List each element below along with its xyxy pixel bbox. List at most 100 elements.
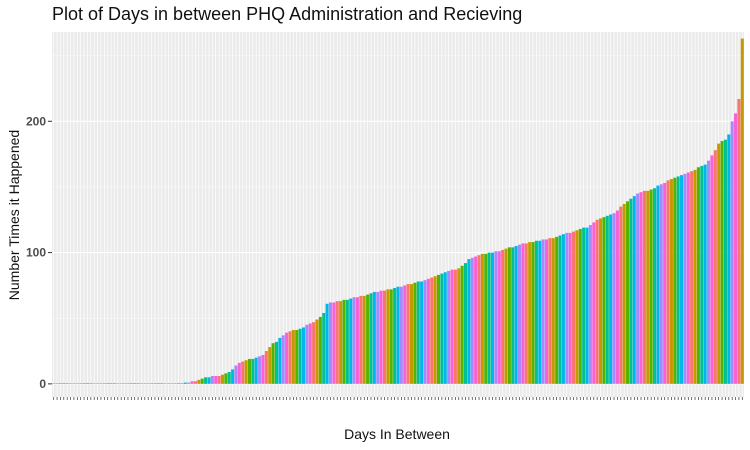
bar bbox=[534, 240, 538, 384]
bar bbox=[58, 383, 62, 384]
bar bbox=[555, 236, 559, 384]
bar bbox=[190, 381, 194, 384]
bar bbox=[690, 171, 694, 384]
bar bbox=[129, 383, 133, 384]
bar bbox=[673, 177, 677, 384]
bar bbox=[264, 351, 268, 384]
bar bbox=[450, 269, 454, 384]
bar bbox=[271, 343, 275, 384]
bar bbox=[200, 378, 204, 384]
bar bbox=[659, 184, 663, 384]
bar bbox=[399, 286, 403, 384]
bar bbox=[622, 203, 626, 384]
bar bbox=[474, 256, 478, 384]
y-tick-label: 200 bbox=[26, 114, 46, 128]
bar bbox=[382, 290, 387, 384]
bar bbox=[281, 335, 285, 384]
bar bbox=[146, 383, 150, 384]
bar bbox=[443, 272, 447, 384]
bar bbox=[99, 383, 103, 384]
bar bbox=[92, 383, 96, 384]
bar bbox=[433, 276, 437, 384]
bar bbox=[241, 361, 245, 384]
bar bbox=[723, 139, 727, 384]
bar bbox=[409, 284, 414, 384]
bar bbox=[139, 383, 143, 384]
bar bbox=[318, 316, 322, 384]
bar bbox=[457, 268, 461, 384]
bar bbox=[420, 281, 424, 384]
bar bbox=[366, 294, 370, 384]
bar bbox=[609, 214, 613, 384]
bar bbox=[514, 246, 518, 384]
x-axis-ticks bbox=[53, 397, 743, 400]
bar bbox=[389, 289, 393, 384]
bar bbox=[204, 377, 208, 384]
bar bbox=[707, 160, 711, 384]
bar bbox=[531, 242, 535, 384]
chart-title: Plot of Days in between PHQ Administrati… bbox=[52, 4, 523, 24]
bar bbox=[406, 284, 410, 384]
bar bbox=[136, 383, 140, 384]
bar bbox=[177, 383, 181, 384]
bar bbox=[214, 375, 218, 384]
bar bbox=[237, 362, 241, 384]
bar bbox=[288, 331, 292, 384]
bar bbox=[234, 365, 238, 384]
bar bbox=[548, 238, 552, 384]
bar bbox=[507, 247, 511, 384]
bar bbox=[79, 383, 83, 384]
bar bbox=[730, 121, 734, 384]
bar bbox=[183, 382, 187, 384]
bar bbox=[558, 235, 562, 384]
bar bbox=[666, 180, 670, 384]
bar bbox=[322, 312, 326, 384]
bar bbox=[568, 232, 572, 384]
bar bbox=[295, 330, 299, 384]
bar bbox=[335, 301, 339, 384]
bar bbox=[197, 379, 201, 384]
bar bbox=[592, 222, 596, 384]
bar bbox=[52, 383, 56, 384]
bar bbox=[605, 215, 609, 384]
bar bbox=[740, 38, 744, 384]
bar bbox=[642, 190, 646, 384]
bar bbox=[504, 248, 508, 384]
bar bbox=[494, 251, 498, 384]
bar bbox=[173, 383, 177, 384]
bar bbox=[123, 383, 127, 384]
bar bbox=[440, 273, 444, 384]
bar bbox=[170, 383, 174, 384]
bar bbox=[734, 113, 738, 384]
bar bbox=[274, 341, 278, 384]
bar bbox=[636, 193, 640, 384]
bar bbox=[599, 218, 603, 384]
bar bbox=[683, 173, 687, 384]
bar bbox=[305, 324, 309, 384]
bar bbox=[467, 259, 471, 384]
bar bbox=[116, 383, 120, 384]
bar bbox=[487, 252, 491, 384]
bar bbox=[518, 244, 522, 384]
bar bbox=[166, 383, 170, 384]
bar bbox=[703, 164, 707, 384]
bar bbox=[96, 383, 100, 384]
bar bbox=[453, 269, 457, 384]
bar bbox=[528, 242, 532, 384]
bar bbox=[413, 282, 417, 384]
bar bbox=[359, 295, 363, 384]
bar bbox=[656, 185, 660, 384]
bar bbox=[710, 155, 714, 384]
bar bbox=[572, 231, 576, 384]
bar bbox=[693, 169, 697, 384]
bar bbox=[646, 190, 650, 384]
bar bbox=[541, 239, 545, 384]
bar bbox=[582, 227, 586, 384]
bar bbox=[301, 327, 306, 384]
bar bbox=[423, 280, 427, 384]
bar bbox=[207, 377, 211, 384]
bar bbox=[727, 134, 731, 384]
bar bbox=[612, 213, 616, 384]
bar bbox=[278, 337, 282, 384]
